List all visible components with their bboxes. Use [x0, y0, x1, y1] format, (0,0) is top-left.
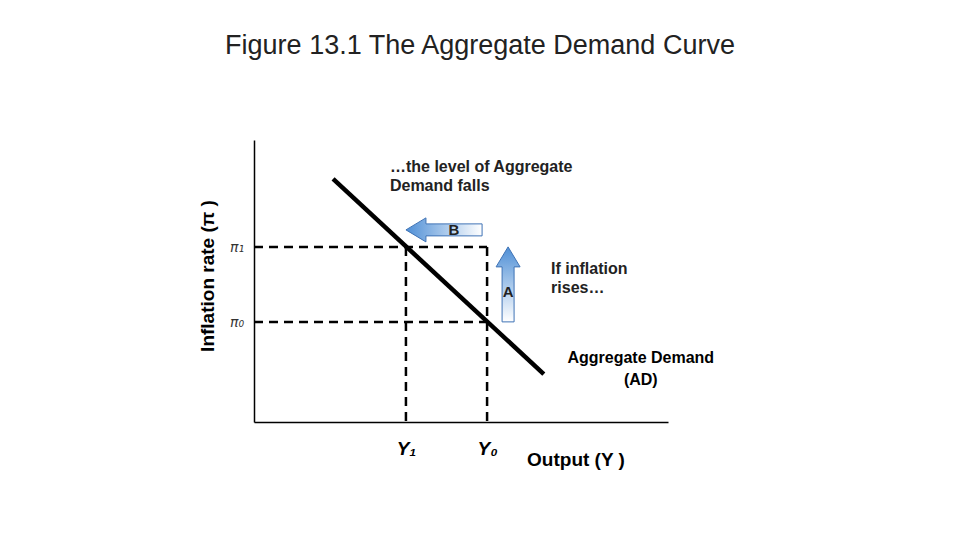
x-axis-title: Output (Y ) [527, 449, 625, 470]
series-label: Aggregate Demand (AD) [567, 349, 714, 388]
y-tick-label: π₁ [230, 239, 244, 255]
y-tick: π₀ [230, 314, 254, 330]
x-tick: Y₀ [477, 422, 497, 459]
x-axis-line [255, 422, 669, 424]
series-label-line: (AD) [624, 371, 658, 388]
chart: Figure 13.1 The Aggregate Demand Curve Y₁… [0, 0, 960, 540]
y-axis: π₀ π₁ [230, 141, 255, 423]
y-tick-label: π₀ [230, 314, 244, 330]
y-axis-line [254, 141, 256, 423]
data-layer [333, 179, 544, 374]
series-label-line: Aggregate Demand [567, 349, 714, 366]
annotation: If inflation [551, 260, 627, 277]
grid-line [254, 246, 487, 249]
grid-line [254, 321, 487, 324]
arrow-b [406, 218, 482, 242]
y-tick: π₁ [230, 239, 254, 255]
x-tick-label: Y₀ [477, 438, 497, 459]
annotation: rises… [551, 279, 604, 296]
annotation: …the level of Aggregate [390, 158, 573, 175]
guides [254, 247, 487, 422]
annotation: A [503, 283, 514, 300]
x-tick: Y₁ [397, 422, 416, 459]
annotation: Demand falls [390, 177, 490, 194]
arrow-a [496, 247, 520, 322]
x-tick-label: Y₁ [397, 438, 416, 459]
ad-curve [333, 179, 544, 374]
grid-line [405, 247, 408, 422]
y-axis-title: Inflation rate (π ) [197, 200, 218, 352]
grid-line [486, 247, 489, 422]
title: Figure 13.1 The Aggregate Demand Curve [225, 30, 735, 60]
annotation: B [449, 221, 460, 238]
plot: Y₁ Y₀ π₀ π₁ [230, 141, 669, 460]
